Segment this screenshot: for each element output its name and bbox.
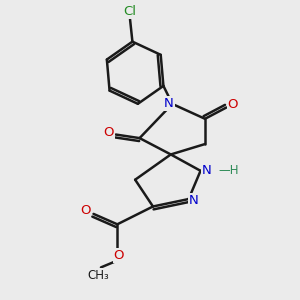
Text: N: N <box>202 164 211 177</box>
Text: O: O <box>228 98 238 111</box>
Text: N: N <box>164 97 174 110</box>
Text: N: N <box>189 194 199 207</box>
Text: O: O <box>80 204 91 218</box>
Text: O: O <box>103 126 114 139</box>
Text: —H: —H <box>218 164 239 177</box>
Text: CH₃: CH₃ <box>87 269 109 282</box>
Text: O: O <box>113 249 124 262</box>
Text: Cl: Cl <box>123 5 136 18</box>
